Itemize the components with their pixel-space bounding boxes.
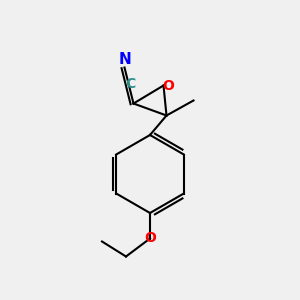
Text: O: O (144, 232, 156, 245)
Text: C: C (125, 77, 136, 91)
Text: N: N (118, 52, 131, 68)
Text: O: O (162, 79, 174, 92)
